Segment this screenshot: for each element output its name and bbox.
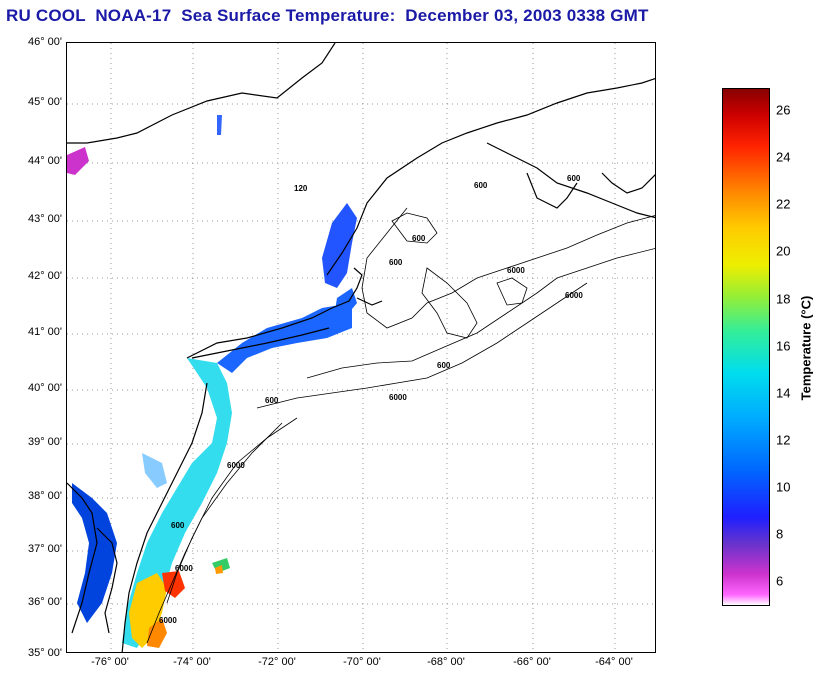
sst-scatter-3: [217, 115, 222, 135]
lon-label-64: -64° 00': [595, 656, 633, 668]
lat-label-36: 36° 00': [27, 596, 62, 608]
sst-warm-orange: [147, 618, 167, 648]
lat-label-41: 41° 00': [27, 326, 62, 338]
lon-label-72: -72° 00': [258, 656, 296, 668]
sst-cape-cod-bay: [335, 288, 357, 315]
contour-label-group: 120 600 600 6000 600 600 6000 6000 600 6…: [159, 174, 583, 625]
colorbar-tick-8: 8: [776, 526, 784, 542]
graticule: [67, 43, 655, 652]
sst-field: [67, 115, 357, 648]
colorbar-tick-12: 12: [776, 432, 791, 448]
colorbar-tick-10: 10: [776, 479, 791, 495]
colorbar-tick-6: 6: [776, 573, 784, 589]
lat-label-46: 46° 00': [27, 36, 62, 48]
lat-label-42: 42° 00': [27, 270, 62, 282]
contour-label: 600: [474, 181, 488, 190]
lon-label-74: -74° 00': [173, 656, 211, 668]
contour-label: 600: [437, 361, 451, 370]
temperature-colorbar: [722, 88, 770, 606]
lat-label-39: 39° 00': [27, 436, 62, 448]
bathymetry-contours: [146, 207, 655, 644]
contour-label: 600: [389, 258, 403, 267]
colorbar-tick-22: 22: [776, 196, 791, 212]
map-title: RU COOL NOAA-17 Sea Surface Temperature:…: [6, 6, 649, 25]
coastline: [67, 43, 655, 652]
lon-label-68: -68° 00': [427, 656, 465, 668]
contour-label: 6000: [159, 616, 177, 625]
sst-map[interactable]: 120 600 600 6000 600 600 6000 6000 600 6…: [66, 42, 656, 653]
lat-label-40: 40° 00': [27, 382, 62, 394]
lat-label-43: 43° 00': [27, 213, 62, 225]
colorbar-tick-20: 20: [776, 243, 791, 259]
contour-label: 600: [412, 234, 426, 243]
colorbar-tick-24: 24: [776, 149, 791, 165]
lat-label-44: 44° 00': [27, 155, 62, 167]
map-canvas: 120 600 600 6000 600 600 6000 6000 600 6…: [67, 43, 655, 652]
contour-label: 120: [294, 184, 308, 193]
contour-label: 6000: [507, 266, 525, 275]
contour-label: 600: [171, 521, 185, 530]
colorbar-tick-26: 26: [776, 102, 791, 118]
lon-label-70: -70° 00': [343, 656, 381, 668]
colorbar-tick-16: 16: [776, 338, 791, 354]
contour-label: 6000: [565, 291, 583, 300]
sst-scatter-2: [215, 565, 223, 574]
sst-warm-hatteras: [129, 573, 167, 648]
lon-label-66: -66° 00': [513, 656, 551, 668]
sst-magenta-north: [67, 147, 89, 175]
lat-label-37: 37° 00': [27, 543, 62, 555]
sst-delaware-bay: [142, 453, 167, 488]
colorbar-label: Temperature (°C): [798, 295, 814, 401]
contour-label: 600: [567, 174, 581, 183]
colorbar-tick-14: 14: [776, 385, 791, 401]
contour-label: 6000: [389, 393, 407, 402]
lon-label-76: -76° 00': [91, 656, 129, 668]
colorbar-tick-18: 18: [776, 291, 791, 307]
sst-gulf-of-maine-blue: [322, 203, 357, 288]
lat-label-38: 38° 00': [27, 490, 62, 502]
sst-shelf-blue: [217, 303, 352, 373]
contour-label: 600: [265, 396, 279, 405]
lat-label-45: 45° 00': [27, 96, 62, 108]
sst-mid-atlantic-shelf: [122, 358, 232, 648]
contour-label: 6000: [227, 461, 245, 470]
lat-label-35: 35° 00': [27, 647, 62, 659]
contour-label: 6000: [175, 564, 193, 573]
